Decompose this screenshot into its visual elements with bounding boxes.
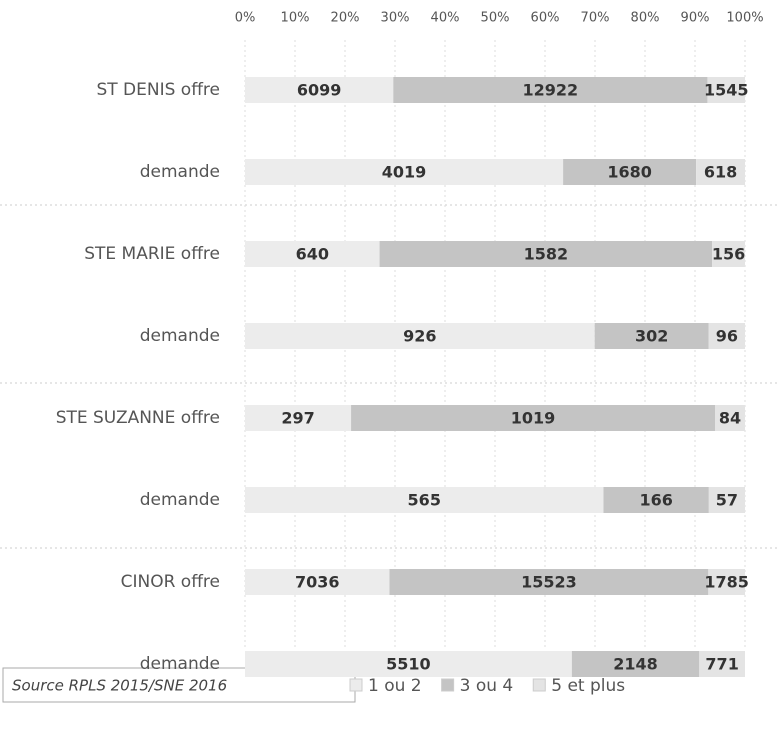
- value-label: 96: [716, 327, 738, 346]
- bar-segment: [563, 159, 697, 185]
- x-tick-label: 0%: [235, 11, 256, 26]
- bar-segment: [708, 569, 745, 595]
- category-label: demande: [140, 326, 220, 346]
- legend-swatch: [349, 678, 363, 692]
- value-label: 4019: [382, 163, 427, 182]
- value-label: 156: [712, 245, 745, 264]
- legend-swatch: [441, 678, 455, 692]
- value-label: 1680: [607, 163, 652, 182]
- value-label: 6099: [297, 81, 342, 100]
- value-label: 771: [705, 655, 738, 674]
- bar-segment: [708, 323, 745, 349]
- bar-segment: [603, 487, 709, 513]
- legend-label: 3 ou 4: [460, 676, 514, 696]
- value-label: 12922: [523, 81, 579, 100]
- legend-label: 1 ou 2: [368, 676, 422, 696]
- x-tick-label: 60%: [531, 11, 560, 26]
- value-label: 1545: [704, 81, 749, 100]
- x-tick-label: 80%: [631, 11, 660, 26]
- value-label: 57: [716, 491, 738, 510]
- value-label: 7036: [295, 573, 340, 592]
- bar-segment: [594, 323, 709, 349]
- value-label: 618: [704, 163, 737, 182]
- bar-segment: [245, 651, 572, 677]
- value-label: 5510: [386, 655, 431, 674]
- value-label: 84: [719, 409, 741, 428]
- value-label: 1785: [704, 573, 749, 592]
- bar-segment: [379, 241, 713, 267]
- x-tick-label: 90%: [681, 11, 710, 26]
- x-tick-label: 70%: [581, 11, 610, 26]
- bar-segment: [707, 77, 745, 103]
- value-label: 2148: [613, 655, 658, 674]
- bar-segment: [245, 569, 390, 595]
- x-tick-label: 50%: [481, 11, 510, 26]
- source-note: Source RPLS 2015/SNE 2016: [12, 677, 227, 695]
- category-label: CINOR offre: [121, 572, 220, 592]
- category-label: ST DENIS offre: [96, 80, 220, 100]
- bar-segment: [245, 487, 604, 513]
- x-tick-label: 20%: [331, 11, 360, 26]
- x-tick-label: 10%: [281, 11, 310, 26]
- bar-segment: [389, 569, 709, 595]
- bar-segment: [245, 241, 380, 267]
- category-label: STE SUZANNE offre: [56, 408, 220, 428]
- bar-segment: [696, 159, 745, 185]
- bar-segment: [245, 323, 595, 349]
- bar-segment: [245, 159, 564, 185]
- x-tick-label: 40%: [431, 11, 460, 26]
- value-label: 15523: [521, 573, 577, 592]
- value-label: 166: [639, 491, 672, 510]
- bar-segment: [571, 651, 700, 677]
- value-label: 640: [296, 245, 329, 264]
- bar-segment: [699, 651, 745, 677]
- legend-label: 5 et plus: [551, 676, 625, 696]
- x-tick-label: 30%: [381, 11, 410, 26]
- bar-segment: [712, 241, 745, 267]
- x-tick-label: 100%: [726, 11, 763, 26]
- value-label: 926: [403, 327, 436, 346]
- bar-segment: [351, 405, 715, 431]
- value-label: 1582: [524, 245, 569, 264]
- bar-segment: [393, 77, 708, 103]
- value-label: 1019: [511, 409, 556, 428]
- value-label: 297: [281, 409, 314, 428]
- bar-segment: [715, 405, 745, 431]
- category-label: demande: [140, 162, 220, 182]
- legend-swatch: [532, 678, 546, 692]
- category-label: demande: [140, 654, 220, 674]
- bar-segment: [708, 487, 745, 513]
- value-label: 565: [408, 491, 441, 510]
- value-label: 302: [635, 327, 668, 346]
- category-label: demande: [140, 490, 220, 510]
- category-label: STE MARIE offre: [84, 244, 220, 264]
- bar-segment: [245, 405, 352, 431]
- bar-segment: [245, 77, 394, 103]
